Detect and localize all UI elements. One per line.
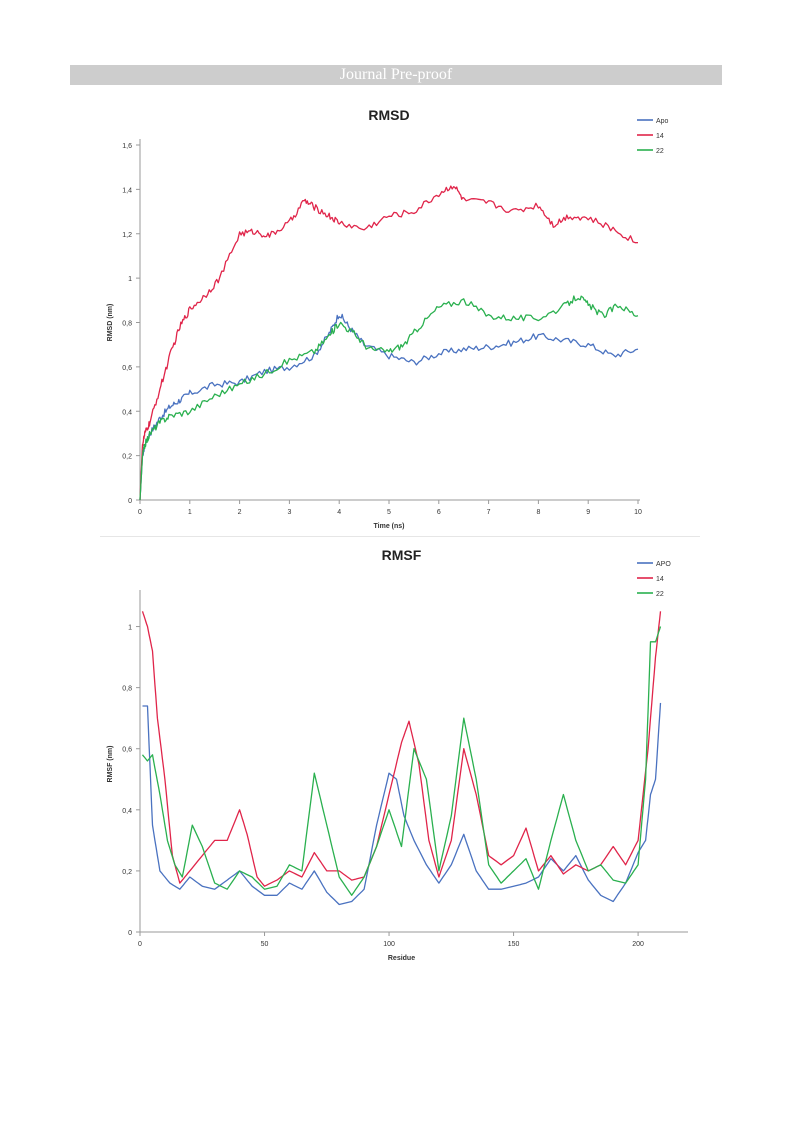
rmsd-series-14 bbox=[139, 185, 639, 501]
rmsf-x-axis-label: Residue bbox=[388, 955, 415, 962]
rmsd-legend-label-14: 14 bbox=[656, 133, 664, 140]
rmsf-title: RMSF bbox=[382, 547, 422, 563]
rmsd-y-tick-label: 1,2 bbox=[122, 232, 132, 239]
rmsd-x-tick-label: 5 bbox=[387, 509, 391, 516]
rmsd-y-axis-label: RMSD (nm) bbox=[107, 304, 114, 342]
rmsf-y-tick-label: 0,8 bbox=[122, 686, 132, 693]
rmsd-title: RMSD bbox=[368, 107, 409, 123]
rmsd-x-tick-label: 6 bbox=[437, 509, 441, 516]
rmsd-y-tick-label: 1,6 bbox=[122, 143, 132, 150]
rmsd-x-tick-label: 1 bbox=[188, 509, 192, 516]
rmsf-x-tick-label: 100 bbox=[383, 941, 395, 948]
rmsf-x-tick-label: 200 bbox=[632, 941, 644, 948]
rmsd-x-tick-label: 0 bbox=[138, 509, 142, 516]
rmsd-y-tick-label: 0,4 bbox=[122, 409, 132, 416]
rmsf-y-tick-label: 0,6 bbox=[122, 747, 132, 754]
rmsd-legend-label-22: 22 bbox=[656, 148, 664, 155]
rmsd-legend-label-apo: Apo bbox=[656, 118, 669, 125]
rmsd-y-tick-label: 0 bbox=[128, 498, 132, 505]
rmsd-x-tick-label: 2 bbox=[238, 509, 242, 516]
rmsd-x-tick-label: 4 bbox=[337, 509, 341, 516]
rmsf-x-tick-label: 50 bbox=[261, 941, 269, 948]
rmsd-chart: RMSD 0 0,2 0,4 0,6 0,8 1 1,2 1,4 1,6 0 1 2 3 4 5 6 7 8 9 10 T… bbox=[107, 107, 669, 530]
rmsf-legend-label-14: 14 bbox=[656, 576, 664, 583]
rmsd-x-tick-label: 10 bbox=[634, 509, 642, 516]
rmsf-y-tick-label: 0,2 bbox=[122, 869, 132, 876]
rmsd-x-tick-label: 3 bbox=[287, 509, 291, 516]
rmsd-x-axis-label: Time (ns) bbox=[374, 523, 405, 530]
rmsf-legend-label-apo: APO bbox=[656, 561, 671, 568]
rmsd-x-tick-label: 8 bbox=[536, 509, 540, 516]
rmsf-series-14 bbox=[141, 611, 662, 887]
rmsf-y-tick-label: 0 bbox=[128, 930, 132, 937]
rmsf-chart: RMSF 0 0,2 0,4 0,6 0,8 1 0 50 100 150 200 Residue RMS… bbox=[107, 547, 688, 962]
rmsf-y-axis-label: RMSF (nm) bbox=[107, 746, 114, 783]
rmsd-y-tick-label: 0,6 bbox=[122, 365, 132, 372]
rmsf-x-tick-label: 0 bbox=[138, 941, 142, 948]
rmsf-y-tick-label: 1 bbox=[128, 625, 132, 632]
rmsf-x-tick-label: 150 bbox=[508, 941, 520, 948]
chart-divider bbox=[100, 536, 700, 537]
rmsf-series-apo bbox=[142, 702, 662, 906]
rmsf-legend-label-22: 22 bbox=[656, 591, 664, 598]
rmsd-y-tick-label: 0,8 bbox=[122, 321, 132, 328]
rmsd-y-tick-label: 1,4 bbox=[122, 187, 132, 194]
rmsf-y-tick-label: 0,4 bbox=[122, 808, 132, 815]
rmsd-y-tick-label: 1 bbox=[128, 276, 132, 283]
rmsf-series-22 bbox=[141, 626, 662, 896]
rmsd-x-tick-label: 9 bbox=[586, 509, 590, 516]
rmsd-y-tick-label: 0,2 bbox=[122, 454, 132, 461]
journal-banner: Journal Pre-proof bbox=[70, 65, 722, 85]
rmsd-x-tick-label: 7 bbox=[487, 509, 491, 516]
rmsd-series-apo bbox=[139, 313, 639, 501]
rmsd-series-22 bbox=[139, 295, 639, 501]
